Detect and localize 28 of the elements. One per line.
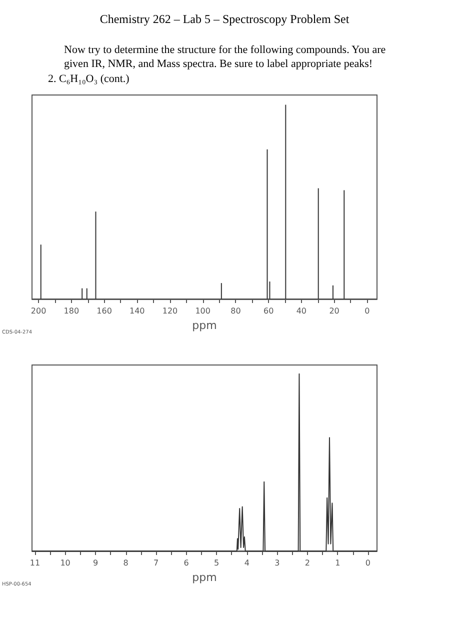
x-tick-label: 80 [230, 306, 241, 316]
x-tick-label: 4 [244, 558, 250, 568]
x-tick-label: 60 [263, 306, 274, 316]
x-tick-label: 3 [274, 558, 280, 568]
x-tick-label: 0 [365, 558, 370, 568]
x-tick-label: 120 [162, 306, 178, 316]
x-tick-label: 180 [64, 306, 80, 316]
chart-title: Chemistry 262 – Lab 5 – Spectroscopy Problem Set [98, 11, 350, 27]
chart-subtitle: Now try to determine the structure for the following compounds. You are given IR, NMR, and Mass spectra. Be sure to label appropriate peaks! [64, 43, 387, 71]
x-tick-label: 10 [60, 558, 70, 568]
x-tick-label: 6 [184, 558, 189, 568]
x-tick-label: 0 [364, 306, 370, 316]
x-tick-label: 140 [130, 306, 145, 316]
x-axis-title: ppm [192, 570, 217, 584]
text: 2. C₆H₁₀O₃ (cont.) [48, 73, 130, 85]
x-tick-label: 11 [30, 558, 40, 568]
x-tick-label: 1 [335, 558, 340, 568]
x-tick-label: 160 [96, 306, 112, 316]
x-tick-label: 5 [214, 558, 220, 568]
x-tick-label: 9 [93, 558, 98, 568]
x-tick-label: 200 [30, 306, 46, 316]
x-tick-label: 7 [154, 558, 159, 568]
x-tick-label: 40 [296, 306, 307, 316]
x-tick-label: 8 [123, 558, 128, 568]
x-tick-label: 20 [329, 306, 340, 316]
x-tick-label: 100 [195, 306, 210, 316]
x-tick-label: 2 [304, 558, 310, 568]
x-axis-title: ppm [192, 318, 217, 332]
